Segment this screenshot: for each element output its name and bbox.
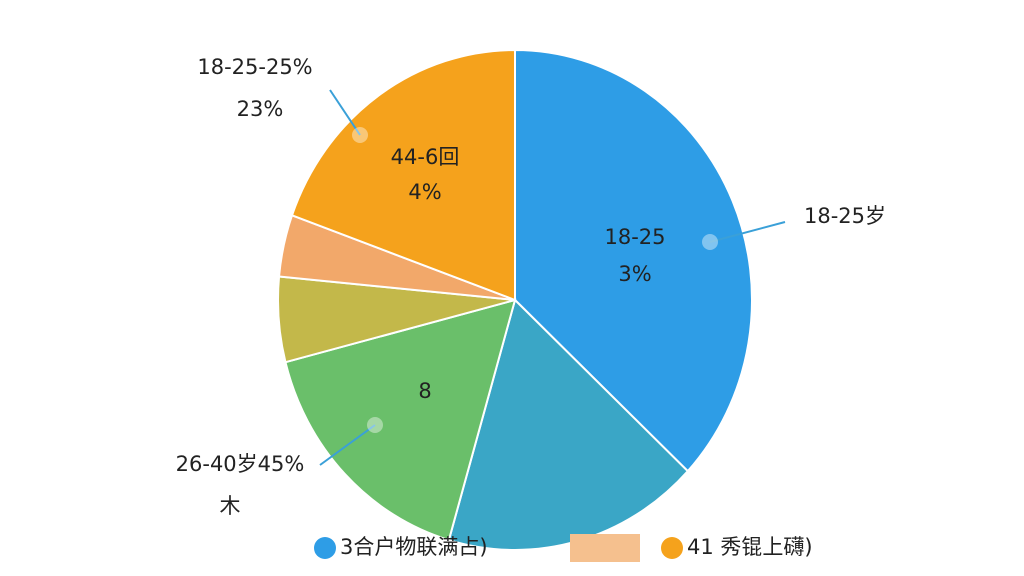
leader-dot — [702, 234, 718, 250]
legend-label: 41 秀锟上礴) — [687, 535, 813, 559]
annotation: 23% — [237, 97, 284, 121]
annotation: 26-40岁45% — [176, 452, 305, 476]
annotation: 18-25 — [604, 225, 665, 249]
pie-slice — [290, 48, 516, 302]
legend-swatch — [314, 537, 336, 559]
leader-line — [709, 221, 786, 243]
leader-dot — [352, 127, 368, 143]
leader-dot — [367, 417, 383, 433]
annotation: 18-25-25% — [197, 55, 312, 79]
legend-label: 3合户物联满占) — [340, 535, 488, 559]
annotation: 18-25岁 — [804, 204, 886, 228]
annotation: 44-6回 — [391, 145, 460, 169]
annotation: 木 — [220, 494, 241, 518]
pie-slice — [514, 48, 753, 473]
annotation: 8 — [418, 379, 431, 403]
leader-line — [329, 89, 361, 136]
legend-swatch — [570, 534, 640, 562]
annotation: 3% — [618, 262, 651, 286]
legend-swatch — [661, 537, 683, 559]
pie-slice — [284, 298, 517, 542]
leader-line — [319, 424, 376, 466]
annotation: 4% — [408, 180, 441, 204]
